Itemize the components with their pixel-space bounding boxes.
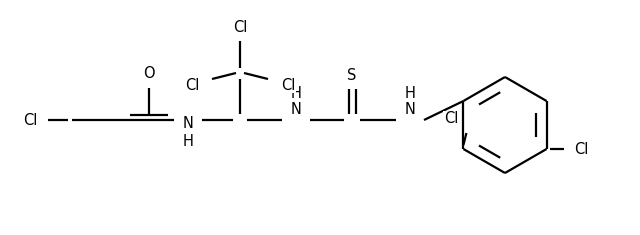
Text: H: H — [182, 134, 193, 149]
Text: N: N — [182, 117, 193, 132]
Text: Cl: Cl — [185, 78, 199, 93]
Text: O: O — [143, 66, 155, 81]
Text: N: N — [291, 102, 301, 118]
Text: Cl: Cl — [233, 20, 247, 35]
Text: Cl: Cl — [444, 111, 459, 126]
Text: S: S — [348, 67, 356, 82]
Text: H: H — [404, 86, 415, 101]
Text: Cl: Cl — [574, 141, 589, 157]
Text: N: N — [404, 102, 415, 118]
Text: H: H — [291, 86, 301, 101]
Text: Cl: Cl — [281, 78, 295, 93]
Text: Cl: Cl — [23, 113, 37, 128]
